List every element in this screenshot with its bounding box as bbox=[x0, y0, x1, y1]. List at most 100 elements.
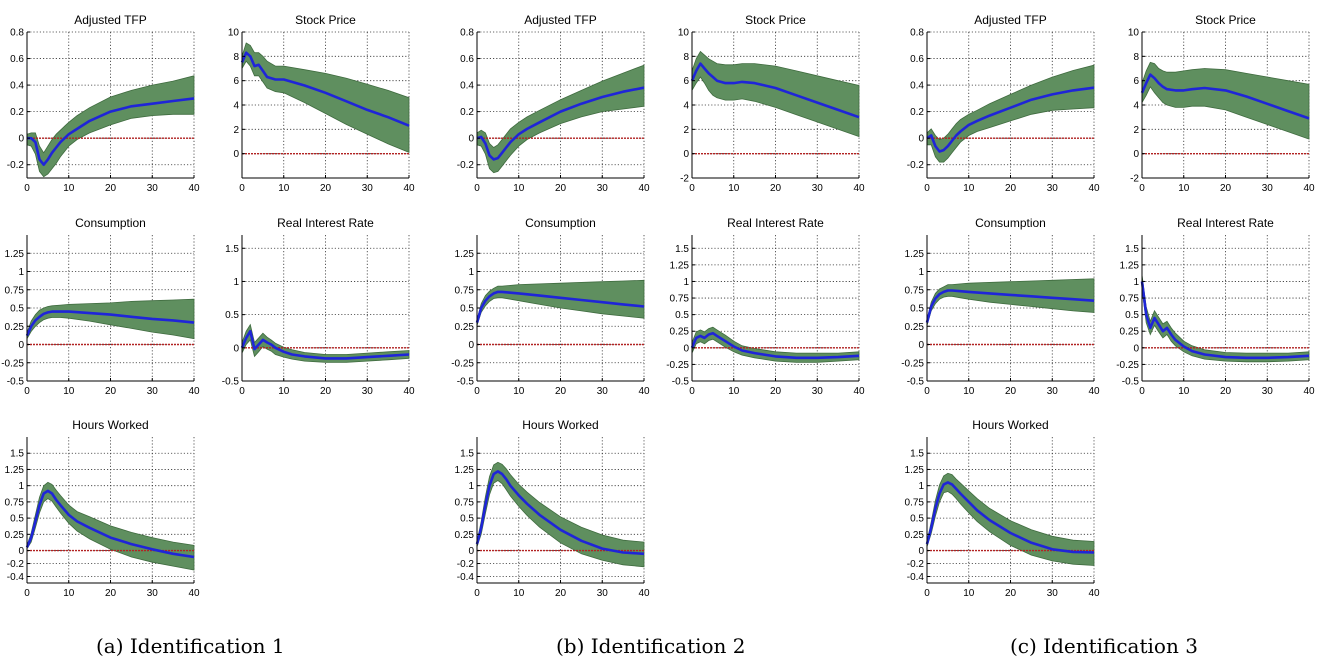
panel-a-consumption-title: Consumption bbox=[75, 216, 146, 230]
panel-c-stock-price-ytick: 2 bbox=[1133, 125, 1139, 136]
panel-c-consumption-xtick: 10 bbox=[963, 386, 975, 397]
panel-b-hours-worked-xtick: 0 bbox=[474, 588, 480, 599]
panel-a-stock-price-ytick: 10 bbox=[228, 28, 240, 39]
panel-c-adjusted-tfp-ytick: 0.4 bbox=[910, 81, 924, 92]
panel-b-real-interest-rate-xtick: 40 bbox=[853, 386, 865, 397]
panel-b-consumption-xtick: 10 bbox=[513, 386, 525, 397]
panel-b-stock-price-xtick: 30 bbox=[812, 183, 824, 194]
panel-b-hours-worked-xtick: 40 bbox=[638, 588, 650, 599]
panel-c-hours-worked-ytick: 0.5 bbox=[910, 514, 924, 525]
panel-c-adjusted-tfp-ytick: -0.2 bbox=[907, 160, 925, 171]
panel-c-consumption-ytick: -0.5 bbox=[907, 377, 925, 388]
panel-b-adjusted-tfp-xtick: 30 bbox=[597, 183, 609, 194]
panel-b-real-interest-rate-confidence-band bbox=[691, 326, 860, 363]
panel-c-real-interest-rate-ytick: -0.25 bbox=[1116, 360, 1139, 371]
panel-b-hours-worked-xtick: 20 bbox=[555, 588, 567, 599]
panel-c-real-interest-rate-ytick: 0.25 bbox=[1120, 327, 1140, 338]
panel-b-consumption-ytick: 0 bbox=[468, 340, 474, 351]
panel-b-real-interest-rate: Real Interest Rate -0.5 -0.25 0 0.25 0.5 0.75 1… bbox=[666, 216, 865, 397]
panel-a-stock-price-ytick: 0 bbox=[233, 149, 239, 160]
panel-c-real-interest-rate-ytick: 1.5 bbox=[1125, 244, 1139, 255]
panel-a-consumption-xtick: 30 bbox=[147, 386, 159, 397]
panel-b-real-interest-rate-ytick: 0.5 bbox=[675, 310, 689, 321]
panel-c-hours-worked-ytick: 1.25 bbox=[905, 465, 925, 476]
panel-a-adjusted-tfp-ytick: 0 bbox=[18, 134, 24, 145]
panel-c-hours-worked-median-line bbox=[925, 481, 1095, 554]
panel-b-real-interest-rate-ytick: 1.25 bbox=[670, 260, 690, 271]
panel-c-adjusted-tfp-ytick: 0.2 bbox=[910, 107, 924, 118]
panel-a-real-interest-rate-ytick: 0.5 bbox=[225, 310, 239, 321]
panel-c-stock-price-ytick: 4 bbox=[1133, 101, 1139, 112]
panel-c-adjusted-tfp-median-line bbox=[926, 86, 1095, 153]
panel-c-real-interest-rate-ytick: 0.5 bbox=[1125, 310, 1139, 321]
panel-b-hours-worked-ytick: 0 bbox=[468, 546, 474, 557]
panel-a-real-interest-rate-xtick: 0 bbox=[239, 386, 245, 397]
panel-c-hours-worked: Hours Worked -0.4 -0.2 0 0.25 0.5 0.75 1 1.25 1.5… bbox=[905, 418, 1100, 599]
panel-c-real-interest-rate-title: Real Interest Rate bbox=[1177, 216, 1274, 230]
panel-c-real-interest-rate-ytick: -0.5 bbox=[1122, 377, 1140, 388]
panel-a-consumption-confidence-band bbox=[26, 298, 195, 341]
panel-c-adjusted-tfp: Adjusted TFP -0.2 0 0.2 0.4 0.6 0.8 0 10 20 30 40 bbox=[907, 13, 1100, 194]
panel-c-adjusted-tfp-xtick: 20 bbox=[1005, 183, 1017, 194]
panel-c-real-interest-rate-ytick: 0.75 bbox=[1120, 294, 1140, 305]
panel-b-adjusted-tfp-ytick: 0.6 bbox=[460, 54, 474, 65]
panel-c-hours-worked-ytick: -0.4 bbox=[907, 572, 925, 583]
panel-a-adjusted-tfp: Adjusted TFP -0.2 0 0.2 0.4 0.6 0.8 0 10 20 30 40 bbox=[7, 13, 200, 194]
panel-b-consumption-ytick: 0.25 bbox=[455, 322, 475, 333]
panel-a-stock-price-ytick: 2 bbox=[233, 125, 239, 136]
panel-c-stock-price-ytick: 6 bbox=[1133, 76, 1139, 87]
panel-b-adjusted-tfp-ytick: -0.2 bbox=[457, 160, 475, 171]
panel-a-consumption-ytick: 1.25 bbox=[5, 249, 25, 260]
panel-c-consumption-title: Consumption bbox=[975, 216, 1046, 230]
panel-a-adjusted-tfp-title: Adjusted TFP bbox=[74, 13, 146, 27]
panel-b-real-interest-rate-ytick: -0.25 bbox=[666, 360, 689, 371]
panel-a-stock-price-confidence-band bbox=[241, 42, 410, 153]
panel-a-consumption-ytick: 1 bbox=[18, 267, 24, 278]
panel-c-adjusted-tfp-title: Adjusted TFP bbox=[974, 13, 1046, 27]
panel-a-hours-worked-xtick: 10 bbox=[63, 588, 75, 599]
panel-c-hours-worked-confidence-band bbox=[926, 472, 1095, 566]
panel-a-real-interest-rate-ytick: -0.5 bbox=[222, 377, 240, 388]
panel-a-hours-worked-ytick: -0.2 bbox=[7, 559, 25, 570]
panel-c-hours-worked-xtick: 0 bbox=[924, 588, 930, 599]
panel-a-adjusted-tfp-ytick: 0.4 bbox=[10, 81, 24, 92]
panel-b-adjusted-tfp-ytick: 0.2 bbox=[460, 107, 474, 118]
panel-c-hours-worked-ytick: 0.25 bbox=[905, 530, 925, 541]
panel-b-adjusted-tfp-xtick: 40 bbox=[638, 183, 650, 194]
panel-a-hours-worked-median-line bbox=[25, 489, 195, 559]
panel-c-hours-worked-ytick: 0.75 bbox=[905, 497, 925, 508]
panel-a-stock-price-ytick: 4 bbox=[233, 101, 239, 112]
panel-b-adjusted-tfp-ytick: 0.4 bbox=[460, 81, 474, 92]
panel-c-consumption: Consumption -0.5 -0.25 0 0.25 0.5 0.75 1 1.25 0 10… bbox=[901, 216, 1100, 397]
panel-b-real-interest-rate-title: Real Interest Rate bbox=[727, 216, 824, 230]
panel-c-real-interest-rate-ytick: 0 bbox=[1133, 343, 1139, 354]
panel-c-real-interest-rate-confidence-band bbox=[1141, 274, 1310, 363]
panel-b-hours-worked-title: Hours Worked bbox=[522, 418, 598, 432]
panel-c-real-interest-rate-xtick: 30 bbox=[1262, 386, 1274, 397]
panel-b-hours-worked-median-line bbox=[475, 470, 645, 556]
panel-b-adjusted-tfp: Adjusted TFP -0.2 0 0.2 0.4 0.6 0.8 0 10 20 30 40 bbox=[457, 13, 650, 194]
panel-a-stock-price-median-line bbox=[240, 51, 410, 127]
panel-c-real-interest-rate-ytick: 1.25 bbox=[1120, 260, 1140, 271]
panel-a-hours-worked-ytick: 0.75 bbox=[5, 497, 25, 508]
panel-a-consumption-ytick: 0.5 bbox=[10, 304, 24, 315]
panel-b-stock-price-xtick: 40 bbox=[853, 183, 865, 194]
panel-c-consumption-xtick: 30 bbox=[1047, 386, 1059, 397]
caption-identification-3: (c) Identification 3 bbox=[1010, 634, 1198, 658]
panel-c-consumption-ytick: 1 bbox=[918, 267, 924, 278]
panel-b-real-interest-rate-xtick: 30 bbox=[812, 386, 824, 397]
panel-a-adjusted-tfp-ytick: 0.8 bbox=[10, 28, 24, 39]
panel-c-stock-price-xtick: 20 bbox=[1220, 183, 1232, 194]
panel-c-consumption-ytick: 1.25 bbox=[905, 249, 925, 260]
panel-b-consumption-xtick: 0 bbox=[474, 386, 480, 397]
panel-b-real-interest-rate-xtick: 10 bbox=[728, 386, 740, 397]
panel-a-real-interest-rate-xtick: 20 bbox=[320, 386, 332, 397]
panel-b-real-interest-rate-ytick: 0 bbox=[683, 343, 689, 354]
panel-c-hours-worked-ytick: 1.5 bbox=[910, 449, 924, 460]
panel-b-adjusted-tfp-ytick: 0 bbox=[468, 134, 474, 145]
panel-b-stock-price-xtick: 20 bbox=[770, 183, 782, 194]
panel-b-hours-worked-xtick: 10 bbox=[513, 588, 525, 599]
panel-c-consumption-xtick: 20 bbox=[1005, 386, 1017, 397]
